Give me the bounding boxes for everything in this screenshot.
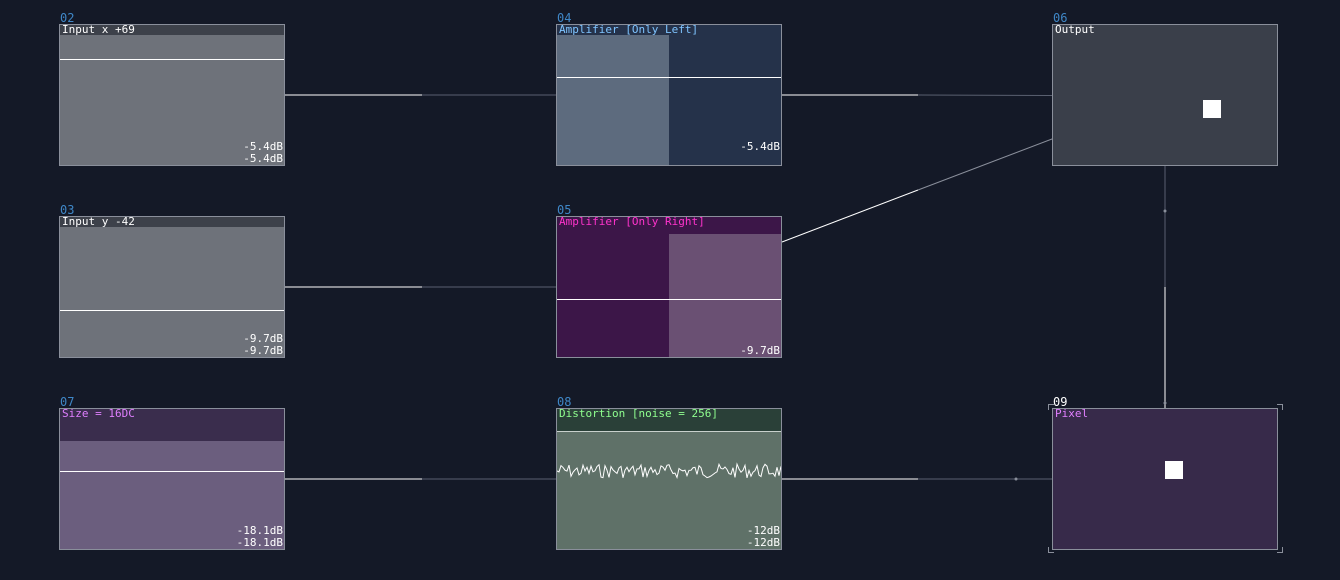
node-07-id: 07 [60,395,75,409]
selection-corner[interactable] [1048,547,1054,553]
right-channel-fill [669,234,781,357]
node-title: Amplifier [Only Left] [559,25,699,35]
signal-level-line [557,77,781,78]
signal-level-line [60,310,284,311]
selection-corner[interactable] [1277,404,1283,410]
node-09-id: 09 [1053,395,1068,409]
db-readout-bottom: -5.4dB [243,152,283,165]
node-pixel[interactable]: Pixel [1052,408,1278,550]
node-distortion[interactable]: Distortion [noise = 256] -12dB -12dB [556,408,782,550]
node-amplifier-left[interactable]: Amplifier [Only Left] -5.4dB [556,24,782,166]
node-amplifier-right[interactable]: Amplifier [Only Right] -9.7dB [556,216,782,358]
db-readout-top: -9.7dB [243,332,283,345]
signal-level-line [557,431,781,432]
node-03-id: 03 [60,203,75,217]
node-output[interactable]: Output [1052,24,1278,166]
left-channel-fill [557,35,669,165]
signal-level-line [60,59,284,60]
node-size[interactable]: Size = 16DC -18.1dB -18.1dB [59,408,285,550]
node-title: Distortion [noise = 256] [559,409,718,419]
node-title: Size = 16DC [62,409,135,419]
selection-corner[interactable] [1277,547,1283,553]
signal-level-line [60,471,284,472]
node-05-id: 05 [557,203,572,217]
db-readout-top: -18.1dB [236,524,283,537]
db-readout-bottom: -18.1dB [236,536,283,549]
node-02-id: 02 [60,11,75,25]
signal-level-line [557,299,781,300]
node-08-id: 08 [557,395,572,409]
db-readout-bottom: -9.7dB [243,344,283,357]
db-readout: -5.4dB [740,140,780,153]
noise-waveform [557,462,781,479]
node-title: Input y -42 [60,217,284,227]
node-title: Output [1055,25,1095,35]
db-readout-top: -12dB [746,524,780,537]
signal-fill [60,441,284,549]
db-readout-top: -5.4dB [243,140,283,153]
title-bar [557,409,781,431]
node-title: Pixel [1055,409,1089,419]
node-title: Input x +69 [60,25,284,35]
node-title: Amplifier [Only Right] [559,217,705,227]
node-06-id: 06 [1053,11,1068,25]
node-04-id: 04 [557,11,572,25]
db-readout: -9.7dB [740,344,780,357]
db-readout-bottom: -12dB [746,536,780,549]
node-input-y[interactable]: Input y -42 -9.7dB -9.7dB [59,216,285,358]
node-input-x[interactable]: Input x +69 -5.4dB -5.4dB [59,24,285,166]
output-pixel-marker [1203,100,1221,118]
pixel-marker [1165,461,1183,479]
selection-corner[interactable] [1048,404,1054,410]
